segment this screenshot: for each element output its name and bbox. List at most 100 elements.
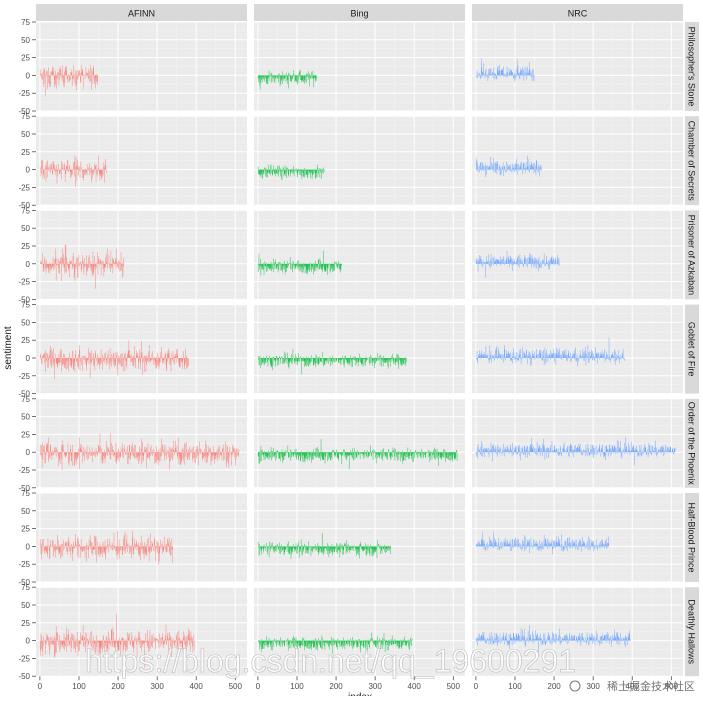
bar [224,452,225,459]
bar [73,546,74,552]
bar [538,170,539,173]
bar [303,264,304,270]
bar [581,452,582,453]
bar [154,449,155,453]
bar [68,160,69,169]
bar [239,450,240,453]
bar [50,350,51,358]
bar [127,534,128,546]
bar [505,75,506,76]
bar [152,452,153,456]
bar [586,358,587,359]
bar [68,75,69,83]
bar [278,166,279,170]
bar [501,169,502,170]
bar [56,451,57,452]
bar [59,75,60,85]
bar [85,170,86,175]
bar [515,168,516,170]
bar [95,546,96,554]
bar [91,170,92,183]
bar [661,447,662,452]
bar [69,353,70,358]
bar [91,68,92,75]
y-tick-label: -25 [18,278,30,287]
bar [359,358,360,360]
bar [129,546,130,547]
bar [534,75,535,76]
bar [260,356,261,358]
bar [129,445,130,452]
bar [320,258,321,263]
bar [320,264,321,268]
bar [115,546,116,547]
bar [101,452,102,462]
bar [176,358,177,363]
bar [298,170,299,173]
bar [262,452,263,454]
bar [284,452,285,456]
bar [63,354,64,358]
bar [515,263,516,264]
bar [113,545,114,547]
bar [606,352,607,358]
bar [147,448,148,453]
bar [56,165,57,170]
bar [106,264,107,267]
bar [490,355,491,358]
bar [308,358,309,360]
bar [379,358,380,360]
bar [542,444,543,452]
bar [99,546,100,550]
bar [74,546,75,548]
bar [518,358,519,360]
bar [330,264,331,273]
bar [488,75,489,78]
bar [110,348,111,358]
bar [267,263,268,264]
bar [196,452,197,458]
bar [375,358,376,363]
bar [293,75,294,76]
bar [588,352,589,358]
bar [103,542,104,547]
bar [52,450,53,452]
bar [127,358,128,369]
bar [307,74,308,76]
bar [617,356,618,358]
bar [96,170,97,175]
bar [477,263,478,264]
bar [542,260,543,264]
bar [520,349,521,358]
bar [206,444,207,452]
bar [171,449,172,452]
bar [577,357,578,358]
bar [135,358,136,368]
bar [55,358,56,361]
bar [594,447,595,452]
bar [47,170,48,178]
bar [397,452,398,457]
bar [518,164,519,169]
bar [495,162,496,169]
bar [639,445,640,452]
bar [502,170,503,171]
bar [275,452,276,461]
bar [484,452,485,453]
bar [485,264,486,278]
bar [46,358,47,362]
bar [57,450,58,452]
bar [57,74,58,75]
bar [313,71,314,75]
bar [539,167,540,169]
bar [568,446,569,452]
bar [544,446,545,453]
bar [118,546,119,554]
bar [188,358,189,366]
bar [318,170,319,177]
bar [90,447,91,452]
bar [65,264,66,274]
bar [296,449,297,453]
bar [55,546,56,550]
bar [490,264,491,268]
